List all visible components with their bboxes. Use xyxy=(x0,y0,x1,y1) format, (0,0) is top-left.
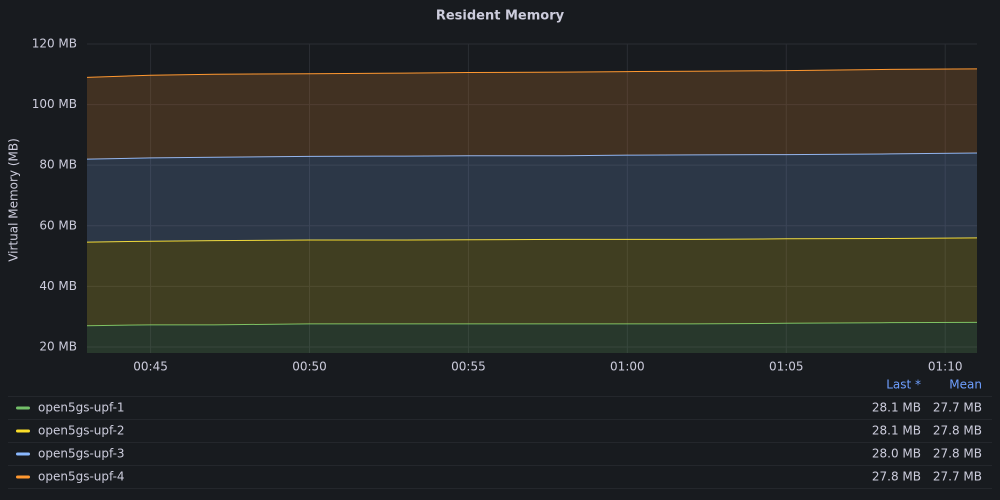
legend-swatch xyxy=(16,406,30,410)
legend-name: open5gs-upf-3 xyxy=(38,447,125,461)
x-tick-label: 01:05 xyxy=(769,360,804,374)
legend-last: 28.1 MB xyxy=(872,401,921,415)
legend-name: open5gs-upf-1 xyxy=(38,401,125,415)
x-tick-label: 01:00 xyxy=(610,360,645,374)
x-tick-label: 00:45 xyxy=(133,360,168,374)
series-line xyxy=(86,237,978,243)
legend-header: Mean xyxy=(949,378,982,392)
legend-name: open5gs-upf-4 xyxy=(38,470,125,484)
legend-last: 27.8 MB xyxy=(872,470,921,484)
legend-last: 28.0 MB xyxy=(872,447,921,461)
y-tick-label: 80 MB xyxy=(39,158,77,172)
y-tick-label: 100 MB xyxy=(32,97,77,111)
legend-mean: 27.8 MB xyxy=(933,424,982,438)
x-tick-label: 01:10 xyxy=(928,360,963,374)
legend-mean: 27.7 MB xyxy=(933,401,982,415)
series-area xyxy=(87,237,977,326)
y-tick-label: 120 MB xyxy=(32,37,77,51)
legend-swatch xyxy=(16,475,30,479)
series-line xyxy=(86,152,978,160)
series-area xyxy=(87,153,977,243)
series-line xyxy=(86,321,978,327)
series-line xyxy=(86,68,978,78)
legend-mean: 27.8 MB xyxy=(933,447,982,461)
legend-name: open5gs-upf-2 xyxy=(38,424,125,438)
panel-title: Resident Memory xyxy=(436,9,565,24)
legend-swatch xyxy=(16,429,30,433)
legend-header: Last * xyxy=(886,378,921,392)
x-tick-label: 00:50 xyxy=(292,360,327,374)
y-tick-label: 60 MB xyxy=(39,218,77,232)
y-tick-label: 20 MB xyxy=(39,339,77,353)
series-area xyxy=(87,322,977,353)
x-tick-label: 00:55 xyxy=(451,360,486,374)
y-axis-label: Virtual Memory (MB) xyxy=(7,138,21,262)
legend-mean: 27.7 MB xyxy=(933,470,982,484)
legend-last: 28.1 MB xyxy=(872,424,921,438)
legend-swatch xyxy=(16,452,30,456)
y-tick-label: 40 MB xyxy=(39,279,77,293)
series-area xyxy=(87,68,977,160)
